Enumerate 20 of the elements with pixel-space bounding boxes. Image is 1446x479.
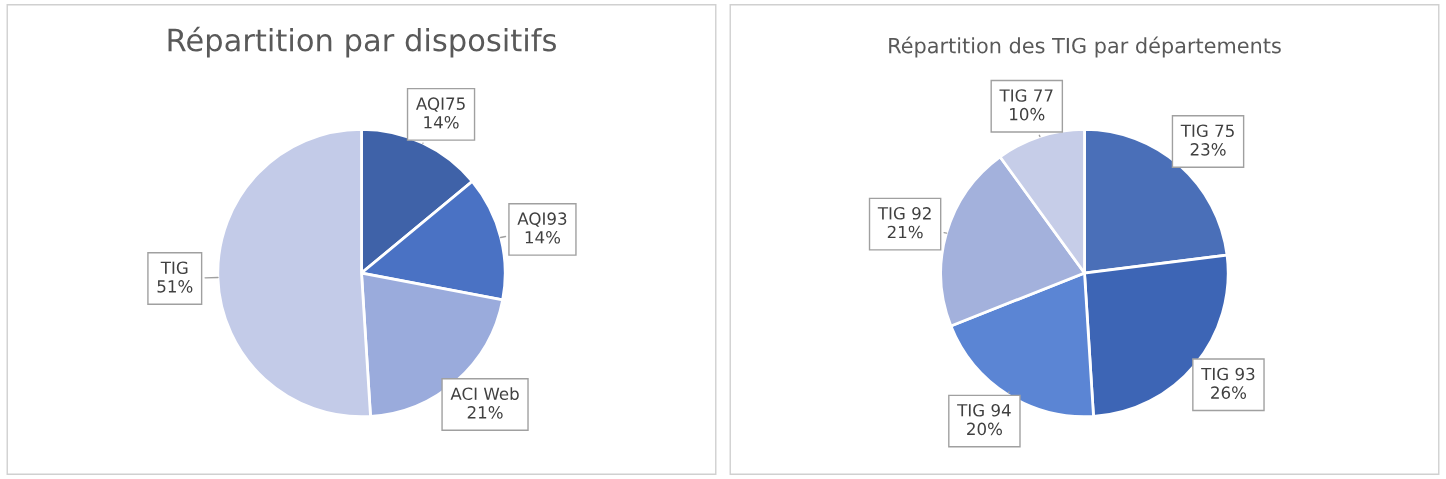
data-label: 21% bbox=[467, 406, 503, 419]
chart-title: Répartition par dispositifs bbox=[168, 26, 556, 58]
data-label: 21% bbox=[887, 225, 923, 239]
data-label: 14% bbox=[424, 115, 459, 129]
data-label: 51% bbox=[157, 280, 193, 293]
data-label: 14% bbox=[525, 230, 561, 244]
slice-label: TIG 75 bbox=[1180, 124, 1234, 138]
slice-label: TIG 94 bbox=[957, 403, 1011, 417]
data-label: 26% bbox=[1211, 386, 1247, 399]
chart-title: Répartition des TIG par départements bbox=[889, 36, 1281, 58]
data-label: 10% bbox=[1010, 107, 1045, 121]
slice-label: ACI Web bbox=[450, 387, 519, 401]
slice-label: AQI75 bbox=[415, 97, 465, 112]
data-label: 20% bbox=[967, 422, 1002, 436]
data-label: 23% bbox=[1190, 143, 1226, 156]
slice-label: TIG 93 bbox=[1201, 367, 1255, 381]
slice-label: TIG bbox=[160, 261, 188, 275]
slice-label: TIG 92 bbox=[877, 207, 931, 220]
slice-label: AQI93 bbox=[517, 212, 567, 227]
slice-label: TIG 77 bbox=[999, 89, 1053, 102]
